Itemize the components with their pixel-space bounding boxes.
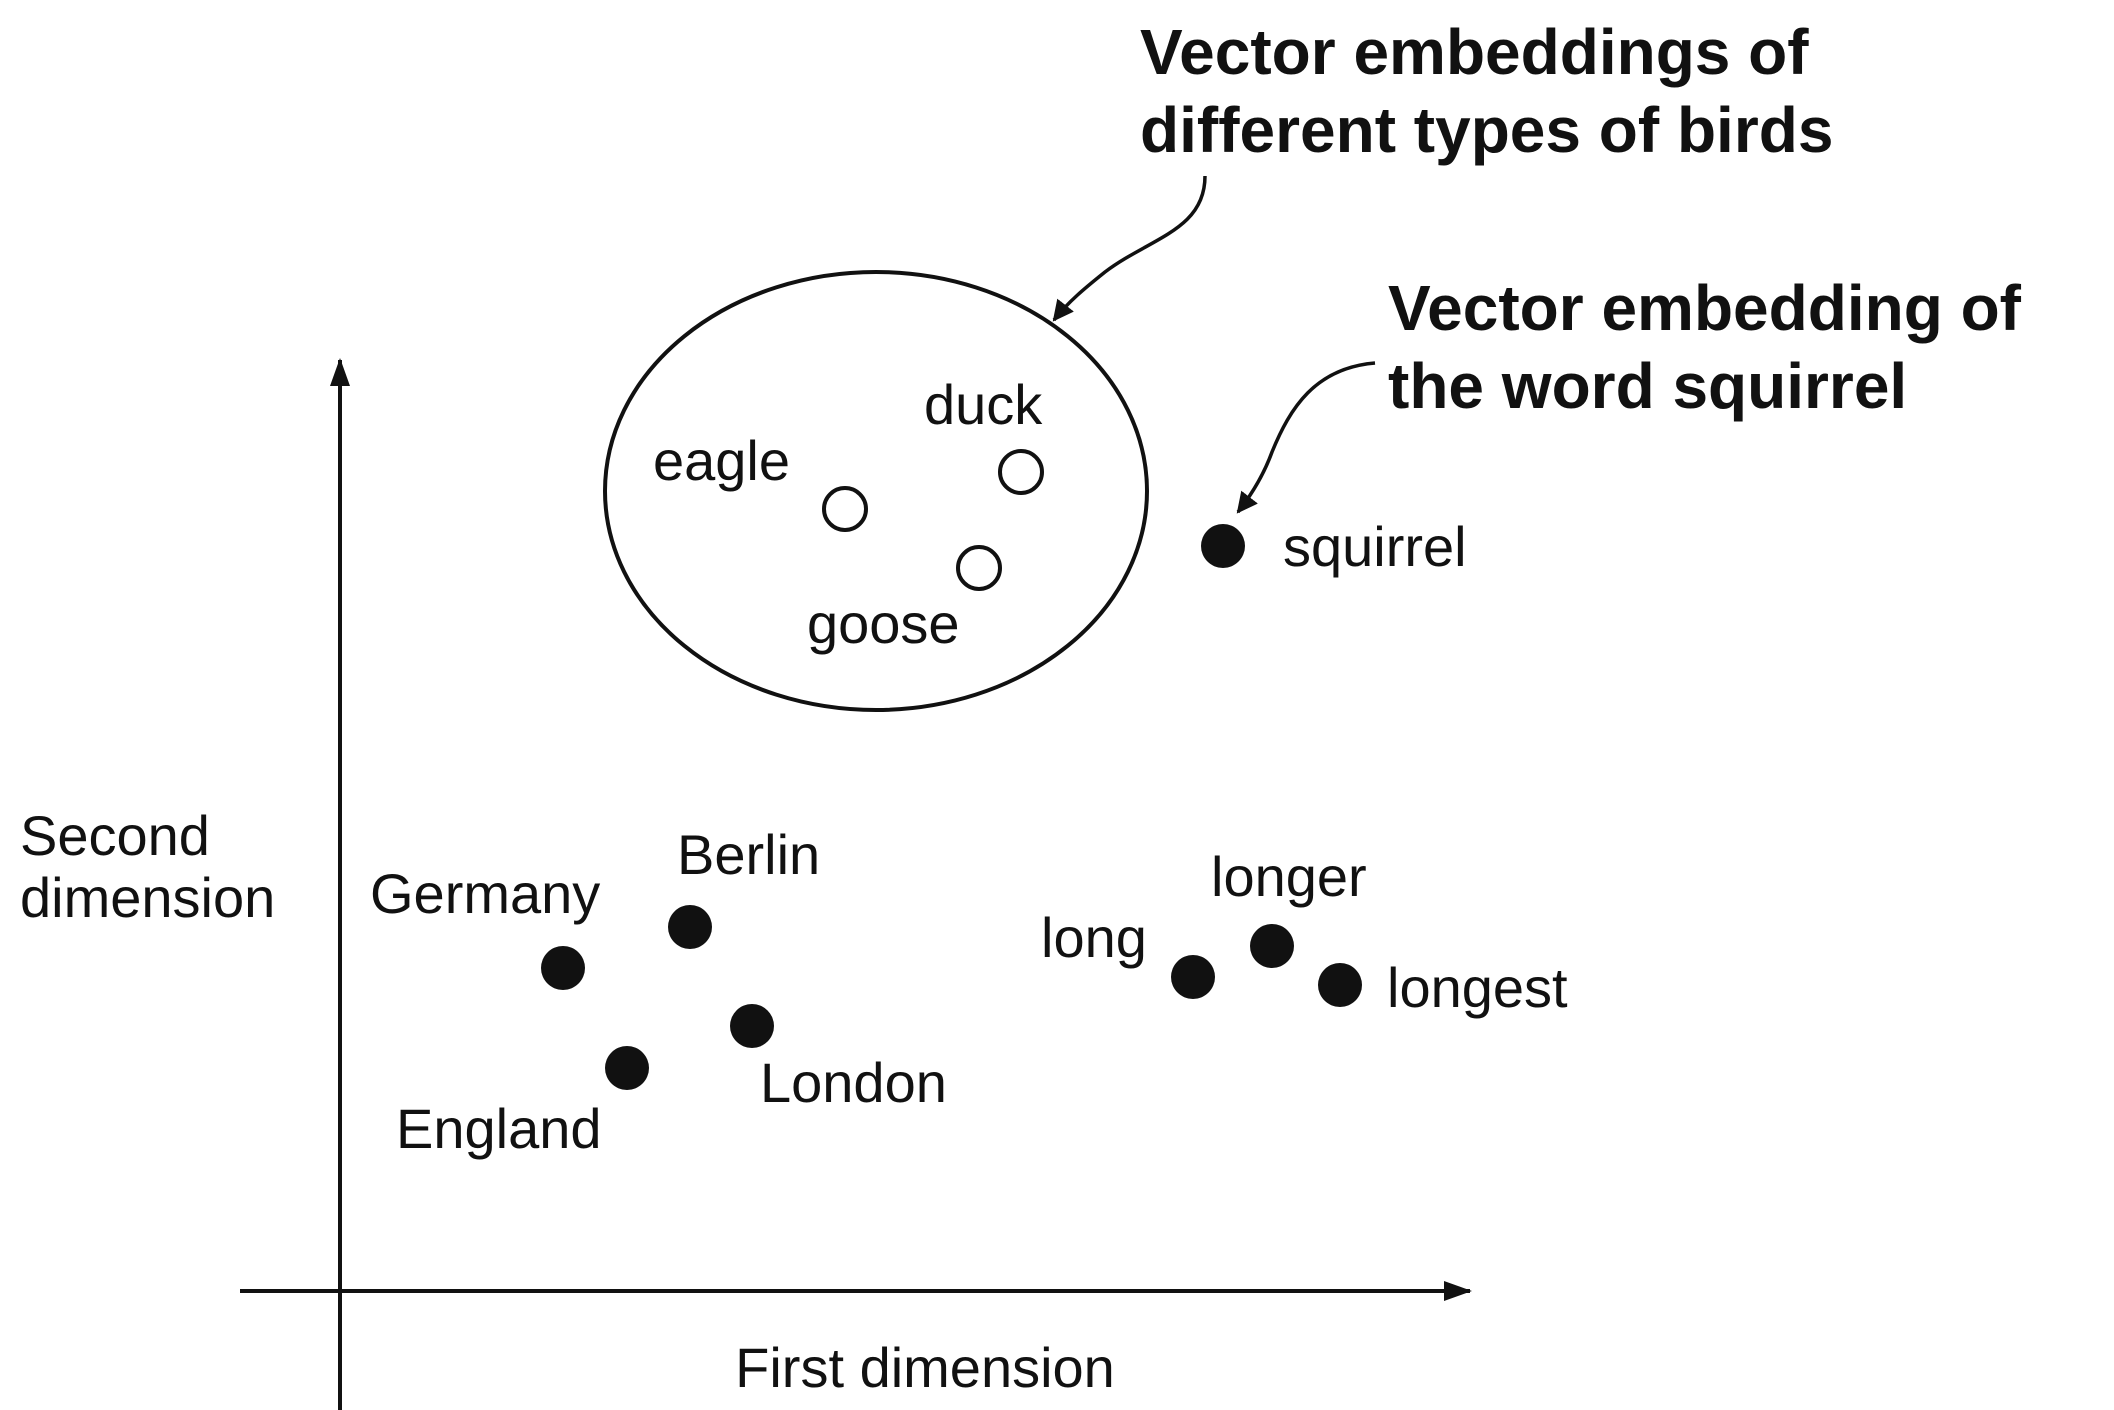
longest-point [1318, 963, 1362, 1007]
longest-label: longest [1387, 956, 1568, 1019]
berlin-label: Berlin [677, 823, 820, 886]
eagle-point [822, 486, 868, 532]
birds-callout-arrow [1052, 175, 1207, 322]
england-point [605, 1046, 649, 1090]
duck-point [998, 449, 1044, 495]
long-label: long [1041, 906, 1147, 969]
squirrel-group: squirrel [1201, 515, 1467, 578]
eagle-label: eagle [653, 429, 790, 492]
y-axis-label: Second dimension [20, 804, 275, 929]
y-axis-label-line-2: dimension [20, 866, 275, 929]
duck-label: duck [924, 373, 1043, 436]
long-point [1171, 955, 1215, 999]
goose-point [956, 545, 1002, 591]
axes: First dimension Second dimension [20, 358, 1472, 1410]
germany-label: Germany [370, 862, 600, 925]
geo-cluster: Germany Berlin London England [370, 823, 947, 1160]
longer-label: longer [1211, 845, 1367, 908]
bird-cluster-ellipse [603, 270, 1149, 712]
bird-cluster: eagle duck goose [603, 270, 1149, 712]
goose-label: goose [807, 592, 960, 655]
london-label: London [760, 1051, 947, 1114]
england-label: England [396, 1097, 602, 1160]
berlin-point [668, 905, 712, 949]
birds-callout: Vector embeddings of different types of … [1052, 16, 1833, 322]
squirrel-label: squirrel [1283, 515, 1467, 578]
squirrel-callout: Vector embedding of the word squirrel [1236, 272, 2039, 514]
birds-callout-line-2: different types of birds [1140, 94, 1833, 166]
x-axis-label: First dimension [735, 1336, 1115, 1399]
adjective-cluster: long longer longest [1041, 845, 1568, 1019]
london-point [730, 1004, 774, 1048]
squirrel-callout-arrow [1236, 361, 1376, 514]
squirrel-callout-text: Vector embedding of the word squirrel [1388, 272, 2039, 422]
squirrel-point [1201, 524, 1245, 568]
germany-point [541, 946, 585, 990]
y-axis-label-line-1: Second [20, 804, 210, 867]
birds-callout-text: Vector embeddings of different types of … [1140, 16, 1833, 166]
squirrel-callout-line-1: Vector embedding of [1388, 272, 2022, 344]
squirrel-callout-line-2: the word squirrel [1388, 350, 1907, 422]
birds-callout-line-1: Vector embeddings of [1140, 16, 1809, 88]
longer-point [1250, 924, 1294, 968]
